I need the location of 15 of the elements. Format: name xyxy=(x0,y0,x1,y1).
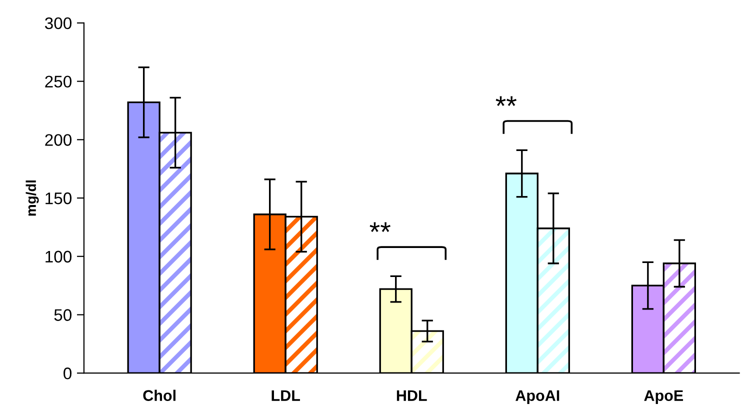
annotation: ** xyxy=(496,96,517,106)
y-tick-label: 100 xyxy=(46,250,72,263)
x-tick-label: ApoAI xyxy=(516,390,560,404)
y-tick-label: 200 xyxy=(45,134,72,146)
x-tick-label: Chol xyxy=(143,390,176,401)
x-tick-label: LDL xyxy=(272,390,300,401)
x-tick-label: ApoE xyxy=(644,390,684,404)
y-tick-label: 250 xyxy=(45,76,72,88)
y-tick-label: 300 xyxy=(44,17,72,30)
annotation: ** xyxy=(370,222,390,232)
y-tick-label: 150 xyxy=(46,192,72,204)
y-tick-label: 50 xyxy=(54,309,72,321)
x-tick-label: HDL xyxy=(396,390,427,401)
y-tick-label: 0 xyxy=(64,368,72,380)
y-axis-title: mg/dl xyxy=(26,180,39,216)
